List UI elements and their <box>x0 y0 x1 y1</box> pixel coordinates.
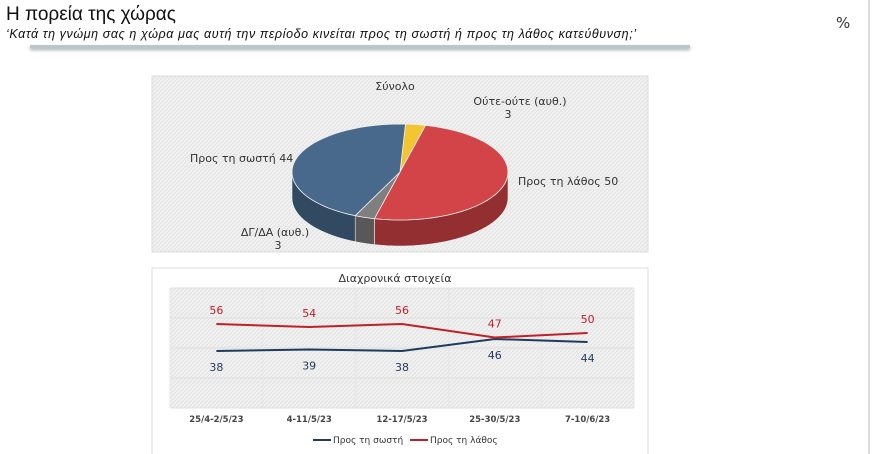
x-tick-label: 7-10/6/23 <box>565 415 610 425</box>
pie-slice <box>373 124 509 221</box>
pie-side <box>354 215 375 245</box>
pie-slice <box>291 123 406 217</box>
legend-right: Προς τη σωστή <box>333 436 403 446</box>
data-label: 39 <box>302 360 316 373</box>
page-title: Η πορεία της χώρας <box>6 4 176 25</box>
data-label: 38 <box>209 361 223 374</box>
pie <box>291 123 509 247</box>
pie-label-right: Προς τη σωστή 44 <box>190 152 293 165</box>
data-label: 54 <box>302 307 316 320</box>
pie-label-dk: ΔΓ/ΔΑ (αυθ.) 3 <box>241 226 309 252</box>
series-line <box>216 322 588 339</box>
underline-divider <box>30 45 690 48</box>
x-tick-label: 12-17/5/23 <box>376 415 427 425</box>
x-tick-label: 25-30/5/23 <box>469 415 520 425</box>
data-label: 56 <box>209 304 223 317</box>
data-label: 46 <box>488 349 502 362</box>
question-subtitle: ‘Κατά τη γνώμη σας η χώρα μας αυτή την π… <box>6 27 637 41</box>
data-label: 47 <box>488 318 502 331</box>
pie-label-neither: Ούτε-ούτε (αυθ.) 3 <box>473 95 566 121</box>
data-label: 50 <box>581 313 595 326</box>
data-label: 38 <box>395 361 409 374</box>
unit-label: % <box>836 14 851 32</box>
pie-slice <box>354 171 401 220</box>
data-label: 56 <box>395 304 409 317</box>
x-tick-label: 25/4-2/5/23 <box>189 415 243 425</box>
x-tick-label: 4-11/5/23 <box>287 415 332 425</box>
line-title: Διαχρονικά στοιχεία <box>339 272 452 285</box>
data-label: 44 <box>581 352 595 365</box>
line-chart: 25/4-2/5/23 4-11/5/23 12-17/5/23 25-30/5/23… <box>169 287 635 425</box>
legend-wrong: Προς τη λάθος <box>430 436 498 446</box>
pie-title: Σύνολο <box>375 80 415 93</box>
series-line <box>216 337 588 353</box>
pie-label-wrong: Προς τη λάθος 50 <box>518 175 618 188</box>
